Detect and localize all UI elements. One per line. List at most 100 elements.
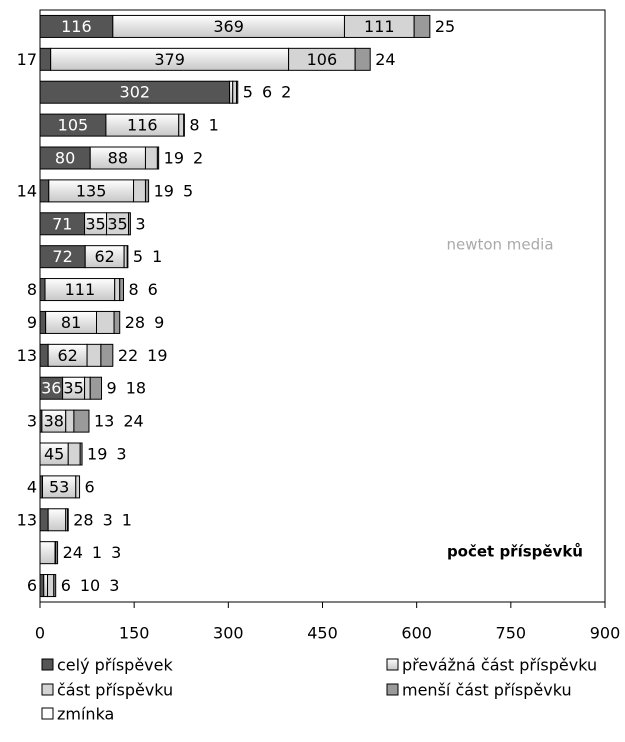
value-label: 35 xyxy=(63,379,83,398)
value-label: 19 xyxy=(164,149,184,168)
bar-segment xyxy=(47,574,55,598)
bar-segment xyxy=(100,343,114,367)
bar-segment xyxy=(39,179,50,203)
value-label: 62 xyxy=(94,247,114,266)
bar-segment xyxy=(354,47,371,71)
value-label: 8 xyxy=(189,116,199,135)
bar-segment xyxy=(119,278,124,302)
value-label: 19 xyxy=(87,445,107,464)
watermark: newton media xyxy=(446,236,553,254)
bar-segment xyxy=(96,310,115,334)
bar-segment xyxy=(39,310,47,334)
bar-segment xyxy=(84,376,91,400)
value-label: 72 xyxy=(52,247,72,266)
value-label: 8 xyxy=(128,280,138,299)
x-tick-label: 450 xyxy=(307,624,338,643)
legend-swatch xyxy=(41,683,54,696)
value-label: 3 xyxy=(111,543,121,562)
value-label: 369 xyxy=(213,17,244,36)
value-label: 6 xyxy=(85,477,95,496)
bar-segment xyxy=(39,574,45,598)
bar-segment xyxy=(183,113,185,137)
value-label: 13 xyxy=(17,510,37,529)
value-label: 3 xyxy=(109,576,119,595)
value-label: 106 xyxy=(307,50,338,69)
value-label: 38 xyxy=(44,412,64,431)
bar-segment xyxy=(413,14,431,38)
bar-segment xyxy=(114,278,121,302)
value-label: 111 xyxy=(65,280,96,299)
value-label: 5 xyxy=(243,83,253,102)
value-label: 35 xyxy=(85,214,105,233)
value-label: 3 xyxy=(103,510,113,529)
bar-segment xyxy=(144,179,150,203)
value-label: 116 xyxy=(61,17,92,36)
bar-segment xyxy=(67,442,81,466)
bar-segment xyxy=(67,508,69,532)
value-label: 45 xyxy=(44,445,64,464)
value-label: 6 xyxy=(61,576,71,595)
value-label: 111 xyxy=(364,17,395,36)
bar-segment xyxy=(75,475,81,499)
bar-segment xyxy=(65,409,75,433)
bar-segment xyxy=(128,212,131,236)
legend-swatch xyxy=(386,683,399,696)
value-label: 1 xyxy=(92,543,102,562)
value-label: 28 xyxy=(125,313,145,332)
bar-segment xyxy=(89,376,103,400)
legend-label: převážná část příspěvku xyxy=(402,656,597,675)
value-label: 28 xyxy=(73,510,93,529)
bar-segment xyxy=(55,541,59,565)
value-label: 10 xyxy=(80,576,100,595)
legend-label: zmínka xyxy=(57,705,114,724)
value-label: 4 xyxy=(27,477,37,496)
value-label: 135 xyxy=(76,181,107,200)
value-label: 13 xyxy=(94,412,114,431)
value-label: 2 xyxy=(281,83,291,102)
value-label: 36 xyxy=(41,379,61,398)
value-label: 19 xyxy=(147,346,167,365)
value-label: 2 xyxy=(193,149,203,168)
bar-segment xyxy=(39,508,49,532)
x-tick-label: 150 xyxy=(119,624,150,643)
value-label: 5 xyxy=(183,181,193,200)
value-label: 6 xyxy=(27,576,37,595)
bar-segment xyxy=(39,278,46,302)
value-label: 9 xyxy=(107,379,117,398)
value-label: 1 xyxy=(152,247,162,266)
bar-segment xyxy=(43,574,49,598)
annotation: počet příspěvků xyxy=(447,543,583,561)
x-tick-label: 900 xyxy=(590,624,621,643)
bar-segment xyxy=(86,343,102,367)
bar-segment xyxy=(39,541,56,565)
legend-swatch xyxy=(41,658,54,671)
value-label: 5 xyxy=(133,247,143,266)
legend-label: menší část příspěvku xyxy=(402,681,572,700)
legend-swatch xyxy=(41,707,54,720)
bar-segment xyxy=(73,409,90,433)
legend-label: část příspěvku xyxy=(57,681,173,700)
bar-segment xyxy=(144,146,158,170)
value-label: 302 xyxy=(120,83,151,102)
bar-segment xyxy=(133,179,146,203)
value-label: 6 xyxy=(262,83,272,102)
x-tick-label: 0 xyxy=(35,624,45,643)
value-label: 24 xyxy=(375,50,395,69)
value-label: 116 xyxy=(127,116,158,135)
value-label: 88 xyxy=(108,149,128,168)
value-label: 35 xyxy=(107,214,127,233)
value-label: 1 xyxy=(209,116,219,135)
value-label: 3 xyxy=(27,412,37,431)
bar-segment xyxy=(178,113,185,137)
value-label: 8 xyxy=(27,280,37,299)
plot-area xyxy=(39,9,606,603)
x-tick-label: 300 xyxy=(213,624,244,643)
value-label: 9 xyxy=(154,313,164,332)
value-label: 9 xyxy=(27,313,37,332)
x-tick-label: 600 xyxy=(401,624,432,643)
legend-swatch xyxy=(386,658,399,671)
value-label: 25 xyxy=(435,17,455,36)
value-label: 62 xyxy=(57,346,77,365)
value-label: 6 xyxy=(148,280,158,299)
value-label: 13 xyxy=(17,346,37,365)
